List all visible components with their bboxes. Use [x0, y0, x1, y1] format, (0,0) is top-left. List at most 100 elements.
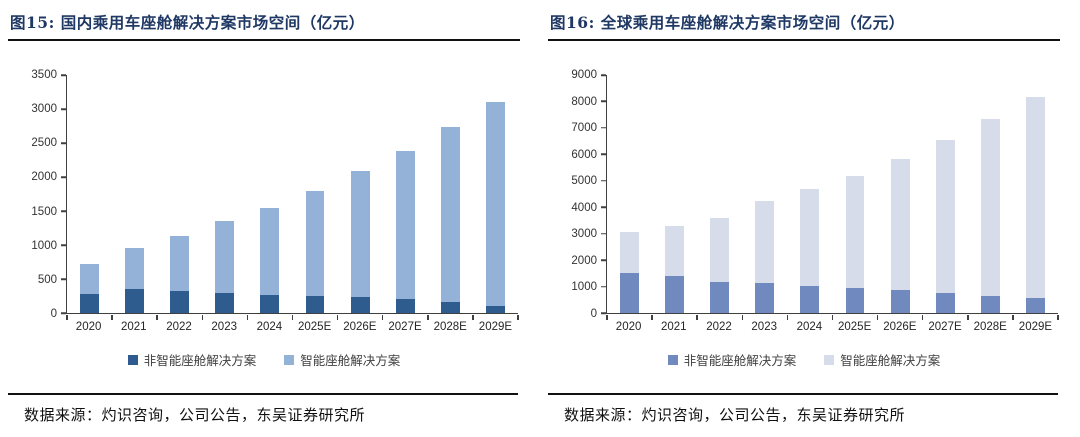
bar-slot [1013, 75, 1058, 313]
x-tick-mark [336, 314, 339, 320]
chart-domestic: 0 500 1000 1500 2000 2500 3000 3500 2020 2021 202… [8, 69, 520, 333]
bar-segment [305, 190, 325, 296]
legend-swatch-icon [824, 354, 835, 365]
stacked-bar [80, 75, 100, 313]
legend-item: 智能座舱解决方案 [824, 350, 940, 369]
x-tick-mark [66, 314, 68, 320]
legend-label: 非智能座舱解决方案 [143, 353, 257, 368]
x-tick-label: 2024 [256, 321, 283, 333]
stacked-bar [935, 75, 955, 313]
x-labels: 2020 2021 2022 2023 2024 2025E 2026E 2027E 2028E… [66, 321, 518, 333]
y-axis: 0 1000 2000 3000 4000 5000 6000 7000 8000 9000 [548, 69, 606, 320]
y-tick-mark [60, 244, 66, 246]
x-tick-label: 2028E [973, 321, 1007, 333]
x-tick-label: 2026E [343, 321, 377, 333]
y-tick-mark [60, 210, 66, 212]
panel-domestic-chart: 图15: 国内乘用车座舱解决方案市场空间（亿元） 0 500 1000 1500 200… [8, 13, 520, 424]
bar-segment [350, 297, 370, 313]
bar-segment [935, 140, 955, 293]
y-tick-label: 2500 [31, 137, 57, 150]
y-tick-label: 3000 [571, 228, 597, 241]
y-tick-label: 7000 [571, 122, 597, 135]
legend-item: 非智能座舱解决方案 [667, 350, 796, 369]
bar-segment [710, 281, 730, 313]
bar-slot [787, 75, 832, 313]
x-tick-label: 2027E [928, 321, 962, 333]
x-tick-mark [921, 314, 924, 320]
legend-label: 智能座舱解决方案 [840, 353, 941, 368]
stacked-bar [710, 75, 730, 313]
bar-slot [383, 75, 428, 313]
bar-segment [260, 294, 280, 313]
y-tick-label: 1500 [31, 205, 57, 218]
x-tick-mark [246, 314, 249, 320]
y-tick-label: 5000 [571, 175, 597, 188]
x-tick-label: 2020 [615, 321, 642, 333]
bar-segment [125, 248, 145, 289]
bar-segment [440, 302, 460, 313]
bar-segment [215, 221, 235, 294]
legend-swatch-icon [284, 354, 295, 365]
bar-segment [305, 296, 325, 313]
bar-segment [170, 291, 190, 313]
bar-segment [665, 275, 685, 313]
bar-segment [350, 171, 370, 298]
x-tick-mark [111, 314, 113, 320]
bar-segment [1025, 96, 1045, 299]
y-tick-label: 4000 [571, 201, 597, 214]
plot-area [600, 74, 1059, 320]
y-tick-mark [600, 259, 606, 261]
bar-segment [800, 286, 820, 313]
bar-segment [215, 293, 235, 313]
figure-title: 图16: 全球乘用车座舱解决方案市场空间（亿元） [550, 13, 905, 32]
x-tick-mark [876, 314, 879, 320]
y-tick-label: 3000 [31, 103, 57, 116]
stacked-bar [260, 75, 280, 313]
y-axis: 0 500 1000 1500 2000 2500 3000 3500 [8, 69, 66, 320]
bar-segment [980, 295, 1000, 313]
bar-slot [878, 75, 923, 313]
panel-global-chart: 图16: 全球乘用车座舱解决方案市场空间（亿元） 0 1000 2000 3000 40… [540, 0, 1080, 437]
x-tick-label: 2027E [388, 321, 422, 333]
x-tick-mark [831, 314, 834, 320]
bar-segment [80, 264, 100, 294]
bar-segment [845, 288, 865, 313]
bar-segment [485, 305, 505, 313]
bar-slot [157, 75, 202, 313]
legend-item: 非智能座舱解决方案 [127, 350, 257, 369]
x-tick-mark [156, 314, 158, 320]
y-tick-mark [600, 180, 606, 182]
bar-slot [968, 75, 1013, 313]
x-tick-label: 2020 [75, 321, 102, 333]
bar-segment [980, 119, 1000, 296]
x-tick-label: 2024 [796, 321, 823, 333]
y-tick-label: 0 [50, 308, 57, 320]
bar-slot [742, 75, 787, 313]
y-tick-mark [600, 127, 606, 129]
y-tick-label: 2000 [571, 254, 597, 267]
stacked-bar [440, 75, 460, 313]
x-tick-mark [967, 314, 969, 320]
legend: 非智能座舱解决方案 智能座舱解决方案 [548, 350, 1060, 369]
y-tick-mark [600, 100, 606, 103]
legend-label: 智能座舱解决方案 [300, 353, 401, 368]
x-tick-mark [606, 314, 608, 320]
x-labels: 2020 2021 2022 2023 2024 2025E 2026E 2027E 2028E… [606, 321, 1058, 333]
bar-segment [170, 235, 190, 292]
y-tick-mark [600, 74, 606, 76]
bar-slot [923, 75, 968, 313]
bar-segment [620, 231, 640, 273]
bars [67, 75, 518, 313]
chart-global: 0 1000 2000 3000 4000 5000 6000 7000 8000 9000 20… [548, 69, 1060, 333]
stacked-bar [890, 75, 910, 313]
y-tick-label: 9000 [571, 69, 597, 81]
legend-item: 智能座舱解决方案 [284, 350, 400, 369]
y-tick-mark [60, 142, 66, 144]
stacked-bar [170, 75, 190, 313]
x-tick-label: 2023 [211, 321, 237, 333]
bar-segment [395, 299, 415, 313]
bar-segment [440, 127, 460, 303]
stacked-bar [350, 75, 370, 313]
x-tick-mark [696, 314, 698, 320]
